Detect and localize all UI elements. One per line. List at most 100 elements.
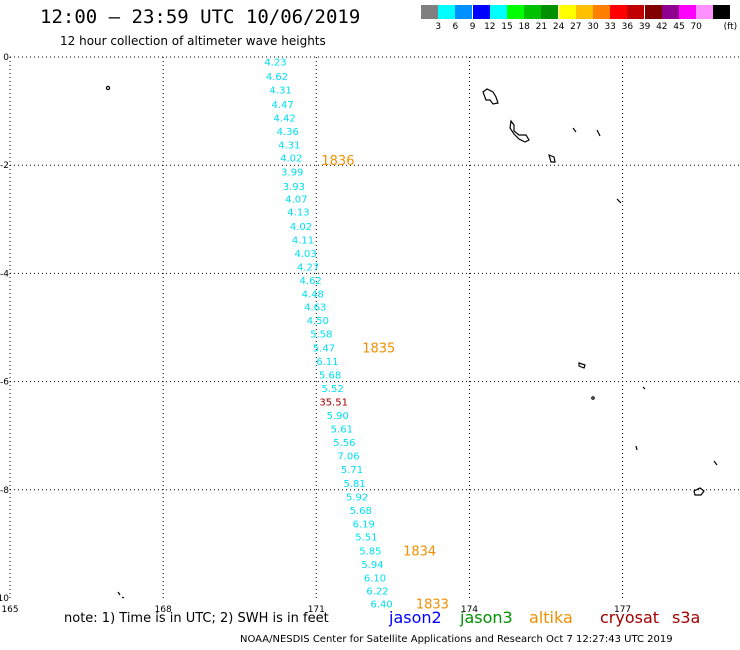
- track-time-labels: 1836 1835 1834 1833: [321, 154, 449, 613]
- scale-label: 24: [552, 22, 565, 32]
- wave-height-value: 5.85: [359, 546, 381, 557]
- wave-height-value: 5.81: [343, 479, 365, 490]
- island-outline: [509, 119, 530, 143]
- legend-altika: altika: [529, 608, 573, 627]
- scale-label: 39: [638, 22, 651, 32]
- scale-swatch: [541, 5, 559, 19]
- island-outline: [713, 460, 718, 466]
- island-outline: [572, 127, 577, 133]
- wave-height-value: 5.94: [361, 560, 383, 571]
- lat-tick-label: -10: [0, 594, 9, 604]
- wave-height-value: 6.11: [316, 357, 338, 368]
- island-outline: [548, 153, 556, 163]
- wave-height-value: 4.47: [271, 100, 293, 111]
- wave-height-value: 3.99: [281, 168, 303, 179]
- scale-label: 36: [621, 22, 634, 32]
- pass-time-label: 1836: [321, 154, 354, 169]
- scale-label: 21: [535, 22, 548, 32]
- island-outline: [616, 198, 622, 204]
- scale-swatch: [644, 5, 662, 19]
- wave-height-value: 6.22: [366, 586, 388, 597]
- lat-tick-label: 0: [3, 53, 9, 63]
- scale-swatch: [489, 5, 507, 19]
- wave-height-value: 4.50: [307, 316, 329, 327]
- scale-swatch: [455, 5, 473, 19]
- island-outline: [642, 386, 646, 390]
- wave-height-value: 5.52: [321, 384, 343, 395]
- map-title: 12:00 — 23:59 UTC 10/06/2019: [40, 6, 361, 28]
- scale-swatch: [713, 5, 731, 19]
- wave-height-value: 4.63: [304, 302, 326, 313]
- island-coastlines: [105, 85, 718, 599]
- wave-height-value: 6.40: [371, 599, 393, 610]
- wave-height-value: 5.61: [331, 425, 353, 436]
- wave-height-value: 7.06: [337, 452, 359, 463]
- legend-s3a: s3a: [672, 608, 701, 627]
- wave-height-value: 5.92: [346, 492, 368, 503]
- scale-label: 18: [518, 22, 530, 32]
- wave-height-value: 5.47: [313, 344, 335, 355]
- scale-label: 30: [587, 22, 599, 32]
- pass-time-label: 1833: [416, 597, 449, 612]
- wave-height-value: 4.42: [274, 114, 296, 125]
- scale-label: 6: [452, 22, 459, 32]
- island-outline: [482, 88, 499, 105]
- wave-height-value: 5.68: [319, 371, 341, 382]
- island-outline: [635, 445, 638, 451]
- wave-height-value: 4.13: [287, 208, 309, 219]
- wave-height-value: 5.90: [327, 411, 349, 422]
- legend-jason2: jason2: [389, 608, 442, 627]
- wave-height-value: 5.51: [355, 532, 377, 543]
- scale-label: 42: [656, 22, 668, 32]
- wave-height-value: 4.31: [269, 85, 291, 96]
- lat-lon-grid: 165 168 171 174 177 0 -2 -4 -6 -8 -10: [0, 53, 740, 615]
- scale-swatch: [438, 5, 456, 19]
- lon-tick-label: 177: [614, 605, 631, 615]
- wave-height-value: 4.02: [290, 222, 312, 233]
- scale-label: 12: [484, 22, 496, 32]
- island-outline: [693, 487, 705, 496]
- scale-label: 15: [501, 22, 513, 32]
- pass-time-label: 1835: [362, 342, 395, 357]
- wave-height-value: 5.68: [350, 506, 372, 517]
- credit-line: NOAA/NESDIS Center for Satellite Applica…: [240, 634, 673, 645]
- wave-height-value: 4.02: [280, 154, 302, 165]
- scale-swatch: [421, 5, 438, 19]
- wave-height-value: 4.27: [297, 262, 319, 273]
- island-outline: [591, 396, 595, 400]
- lon-tick-label: 165: [1, 605, 18, 615]
- scale-swatch: [696, 5, 714, 19]
- lon-tick-label: 174: [461, 605, 478, 615]
- wave-height-value: 6.19: [353, 519, 375, 530]
- island-outline: [117, 591, 125, 599]
- scale-swatch: [507, 5, 524, 19]
- map-subtitle: 12 hour collection of altimeter wave hei…: [60, 34, 326, 48]
- wave-height-value: 4.03: [294, 249, 316, 260]
- wave-height-value: 4.23: [264, 57, 286, 68]
- wave-height-value: 5.58: [310, 329, 332, 340]
- scale-swatch: [679, 5, 696, 19]
- scale-label: 9: [469, 22, 476, 32]
- lat-tick-label: -4: [0, 269, 9, 279]
- scale-swatch: [558, 5, 576, 19]
- scale-label: 70: [690, 22, 702, 32]
- wave-height-outlier: 35.51: [319, 398, 348, 409]
- lat-tick-label: -2: [0, 161, 9, 171]
- scale-swatch: [593, 5, 610, 19]
- wave-height-value: 5.71: [341, 465, 363, 476]
- lon-tick-label: 171: [308, 605, 325, 615]
- wave-height-value: 4.07: [285, 195, 307, 206]
- wave-height-value: 4.62: [300, 276, 322, 287]
- scale-swatch: [627, 5, 645, 19]
- scale-swatch: [610, 5, 628, 19]
- wave-height-value: 4.31: [278, 141, 300, 152]
- scale-swatch: [575, 5, 593, 19]
- wave-height-value: 4.48: [302, 289, 324, 300]
- lat-tick-label: -6: [0, 378, 9, 388]
- wave-height-value: 5.56: [333, 438, 355, 449]
- scale-swatch: [524, 5, 542, 19]
- island-outline: [596, 129, 601, 137]
- scale-label: 33: [604, 22, 616, 32]
- wave-height-value: 3.93: [283, 182, 305, 193]
